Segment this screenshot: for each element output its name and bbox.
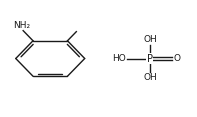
Text: HO: HO bbox=[112, 54, 126, 63]
Text: O: O bbox=[173, 54, 180, 63]
Text: OH: OH bbox=[144, 73, 158, 82]
Text: NH₂: NH₂ bbox=[14, 21, 31, 30]
Text: OH: OH bbox=[144, 35, 158, 44]
Text: P: P bbox=[147, 53, 153, 64]
